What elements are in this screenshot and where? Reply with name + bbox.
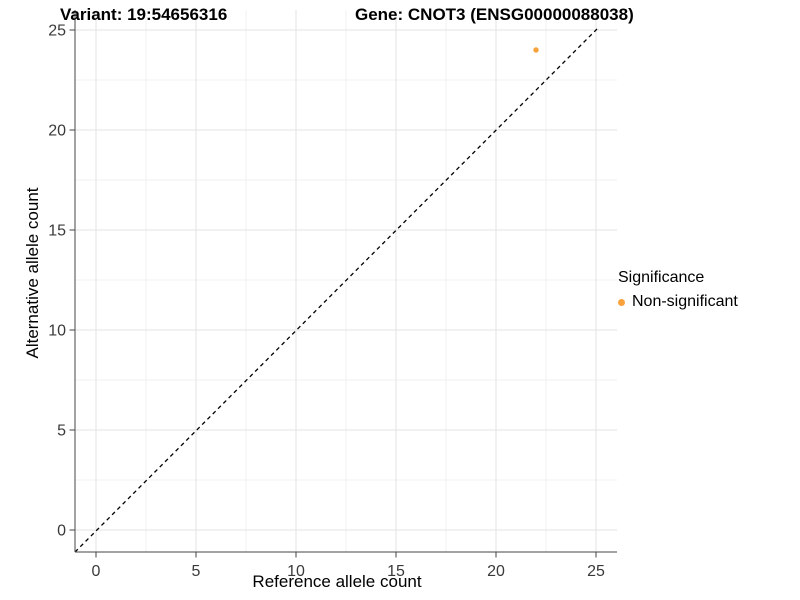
variant-title: Variant: 19:54656316 xyxy=(60,5,228,24)
y-tick-label: 15 xyxy=(48,223,66,240)
data-point xyxy=(533,47,539,53)
y-tick-label: 0 xyxy=(57,523,66,540)
legend-item: Non-significant xyxy=(618,293,738,311)
y-tick-label: 20 xyxy=(48,123,66,140)
identity-line xyxy=(74,28,598,553)
x-tick-label: 25 xyxy=(587,563,605,580)
legend-item-label: Non-significant xyxy=(632,293,738,310)
y-tick-label: 10 xyxy=(48,323,66,340)
x-tick-label: 20 xyxy=(487,563,505,580)
y-axis-title: Alternative allele count xyxy=(23,187,42,359)
y-tick-label: 5 xyxy=(57,423,66,440)
legend-point-icon xyxy=(618,298,625,306)
y-tick-label: 25 xyxy=(48,23,66,40)
x-tick-label: 0 xyxy=(92,563,101,580)
x-tick-label: 15 xyxy=(387,563,405,580)
legend: Significance Non-significant xyxy=(618,269,738,311)
x-tick-label: 10 xyxy=(287,563,305,580)
legend-title: Significance xyxy=(618,269,705,286)
gene-title: Gene: CNOT3 (ENSG00000088038) xyxy=(355,5,634,24)
x-axis-title: Reference allele count xyxy=(252,572,422,591)
x-tick-label: 5 xyxy=(192,563,201,580)
